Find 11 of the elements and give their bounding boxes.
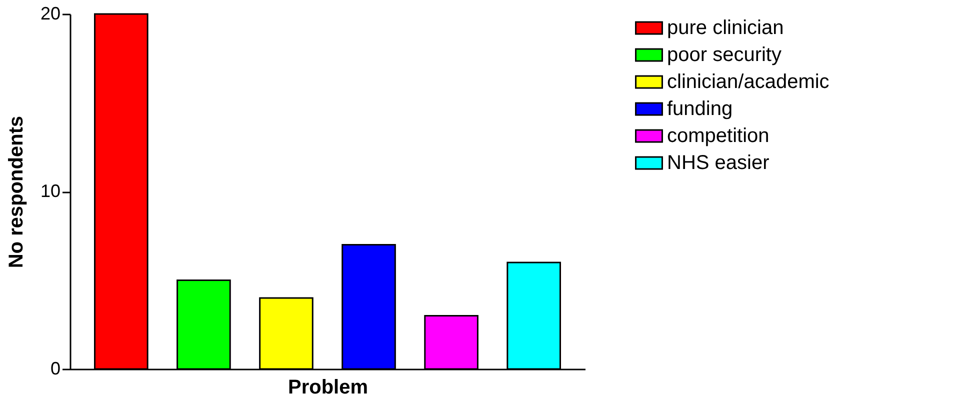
legend-label: clinician/academic [667, 71, 830, 93]
legend-label: funding [667, 98, 733, 120]
x-axis-title: Problem [288, 376, 368, 398]
legend-label: NHS easier [667, 152, 770, 174]
y-tick-label: 0 [50, 358, 60, 378]
y-tick-label: 20 [40, 4, 60, 24]
y-axis-title: No respondents [5, 116, 28, 268]
y-tick-label: 10 [40, 181, 60, 201]
legend-label: pure clinician [667, 17, 784, 39]
legend-label: poor security [667, 44, 782, 66]
legend-label: competition [667, 125, 770, 147]
